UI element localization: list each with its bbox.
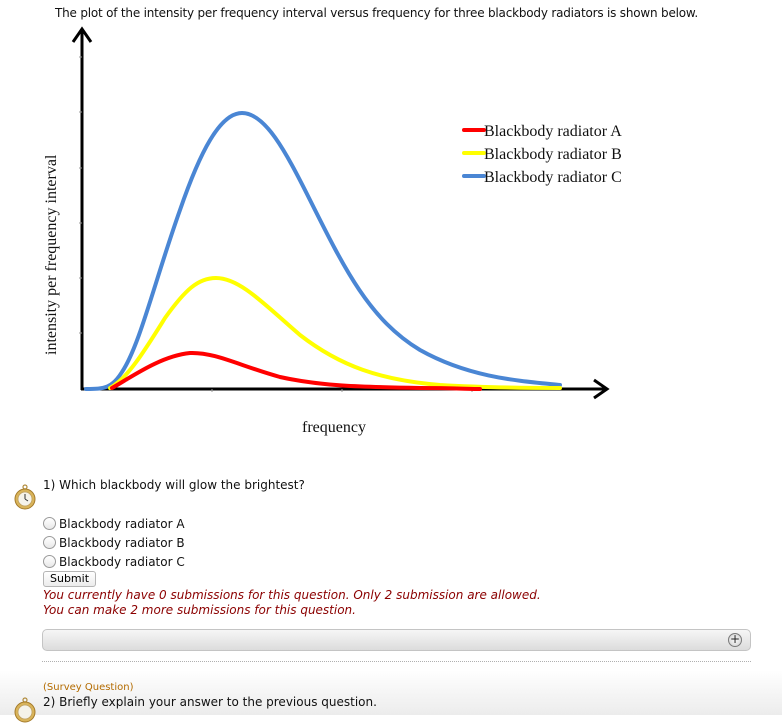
curve-radiator-a <box>110 350 482 391</box>
stopwatch-icon <box>14 484 36 510</box>
option-radiator-c[interactable]: Blackbody radiator C <box>43 552 185 571</box>
option-label: Blackbody radiator B <box>59 535 185 550</box>
question-2-text: 2) Briefly explain your answer to the pr… <box>43 695 377 709</box>
remaining-submissions-message: You can make 2 more submissions for this… <box>43 603 356 617</box>
option-label: Blackbody radiator C <box>59 554 185 569</box>
submission-count-message: You currently have 0 submissions for thi… <box>43 588 541 602</box>
intro-text: The plot of the intensity per frequency … <box>55 6 699 20</box>
y-axis-label: intensity per frequency interval <box>43 154 60 355</box>
option-label: Blackbody radiator A <box>59 516 185 531</box>
divider <box>42 661 751 662</box>
option-radiator-a[interactable]: Blackbody radiator A <box>43 514 185 533</box>
option-radiator-b[interactable]: Blackbody radiator B <box>43 533 185 552</box>
curve-radiator-c <box>84 110 562 391</box>
expand-plus-icon[interactable]: + <box>728 632 742 647</box>
blackbody-chart: intensity per frequency interval frequen… <box>43 26 622 436</box>
question-2-background <box>0 670 782 715</box>
legend-label-a: Blackbody radiator A <box>484 123 622 140</box>
legend-label-b: Blackbody radiator B <box>484 146 622 163</box>
radio-button[interactable] <box>43 536 56 549</box>
answer-options: Blackbody radiator A Blackbody radiator … <box>43 514 185 571</box>
axis-ticks <box>79 56 473 392</box>
legend-label-c: Blackbody radiator C <box>484 169 622 186</box>
radio-button[interactable] <box>43 517 56 530</box>
axes <box>71 26 610 400</box>
legend: Blackbody radiator A Blackbody radiator … <box>462 123 622 186</box>
radio-button[interactable] <box>43 555 56 568</box>
curve-radiator-b <box>108 275 562 390</box>
survey-question-tag: (Survey Question) <box>43 682 134 693</box>
stopwatch-icon <box>14 697 36 723</box>
question-1-text: 1) Which blackbody will glow the brighte… <box>43 478 305 492</box>
submit-button[interactable]: Submit <box>43 571 97 587</box>
expandable-panel[interactable]: + <box>42 629 751 651</box>
x-axis-label: frequency <box>302 419 366 436</box>
